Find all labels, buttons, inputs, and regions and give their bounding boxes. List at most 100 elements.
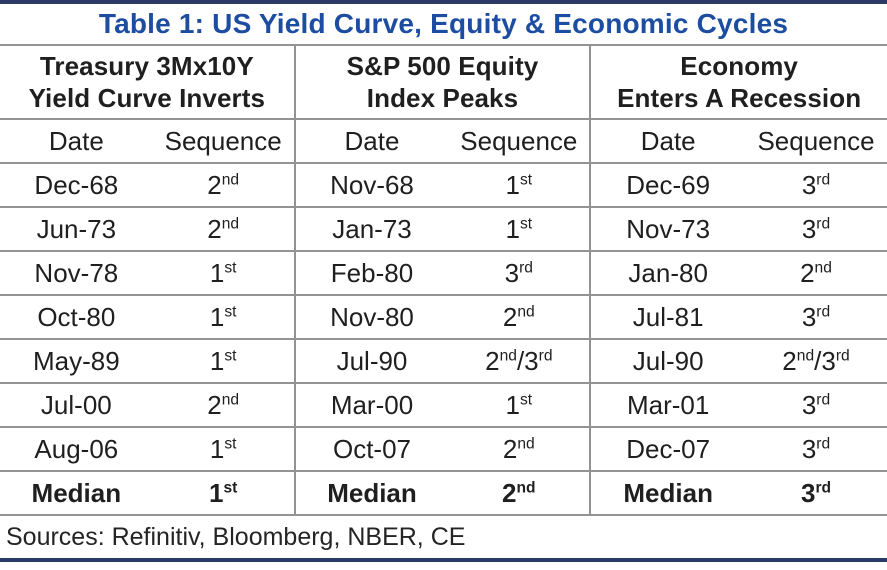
row-group-1: Oct-07 2nd	[296, 428, 592, 470]
row-group-0: Median 1st	[0, 472, 296, 514]
cell-sequence: 3rd	[800, 477, 832, 508]
cell-date: Nov-68	[330, 169, 414, 200]
cell-date: Nov-73	[626, 213, 711, 244]
row-group-1: Nov-68 1st	[296, 164, 592, 206]
data-row: May-89 1st Jul-90 2nd/3rd Jul-90 2nd/3rd	[0, 338, 887, 382]
cell-date: Feb-80	[330, 257, 414, 288]
cell-sequence: 3rd	[801, 301, 831, 332]
cell-date: Aug-06	[34, 433, 119, 464]
row-group-2: Jan-80 2nd	[591, 252, 887, 294]
table-grid: Treasury 3Mx10Y Yield Curve Inverts S&P …	[0, 44, 887, 514]
group-header-line: Economy	[680, 50, 798, 81]
cell-sequence: 2nd	[502, 433, 535, 464]
row-group-2: Dec-07 3rd	[591, 428, 887, 470]
cell-sequence: 1st	[209, 257, 237, 288]
row-group-1: Nov-80 2nd	[296, 296, 592, 338]
column-header-date: Date	[640, 125, 696, 156]
row-group-0: Aug-06 1st	[0, 428, 296, 470]
cell-date: Median	[31, 477, 122, 508]
group-header-economy: Economy Enters A Recession	[591, 46, 887, 118]
row-group-0: Jul-00 2nd	[0, 384, 296, 426]
cell-date: Dec-68	[34, 169, 119, 200]
cell-sequence: 2nd	[207, 213, 240, 244]
subheader-group-treasury: Date Sequence	[0, 120, 296, 162]
column-header-sequence: Sequence	[757, 125, 875, 156]
cell-date: Oct-07	[332, 433, 412, 464]
row-group-1: Feb-80 3rd	[296, 252, 592, 294]
group-header-treasury: Treasury 3Mx10Y Yield Curve Inverts	[0, 46, 296, 118]
cell-date: Oct-80	[37, 301, 116, 332]
row-group-0: Dec-68 2nd	[0, 164, 296, 206]
sources-note: Sources: Refinitiv, Bloomberg, NBER, CE	[0, 514, 887, 558]
row-group-2: Nov-73 3rd	[591, 208, 887, 250]
group-header-row: Treasury 3Mx10Y Yield Curve Inverts S&P …	[0, 44, 887, 118]
row-group-2: Median 3rd	[591, 472, 887, 514]
row-group-2: Mar-01 3rd	[591, 384, 887, 426]
cell-date: Dec-69	[626, 169, 711, 200]
row-group-2: Jul-90 2nd/3rd	[591, 340, 887, 382]
data-row: Dec-68 2nd Nov-68 1st Dec-69 3rd	[0, 162, 887, 206]
subheader-group-sp500: Date Sequence	[296, 120, 592, 162]
cell-date: Nov-78	[34, 257, 119, 288]
cell-sequence: 1st	[209, 345, 237, 376]
group-header-sp500: S&P 500 Equity Index Peaks	[296, 46, 592, 118]
row-group-0: May-89 1st	[0, 340, 296, 382]
row-group-2: Jul-81 3rd	[591, 296, 887, 338]
cell-date: Median	[327, 477, 417, 508]
row-group-1: Mar-00 1st	[296, 384, 592, 426]
cell-sequence: 2nd	[800, 257, 832, 288]
cell-sequence: 3rd	[801, 169, 831, 200]
group-header-line: Treasury 3Mx10Y	[39, 50, 254, 81]
cell-sequence: 1st	[209, 301, 237, 332]
cell-date: Jul-81	[632, 301, 704, 332]
group-header-line: Yield Curve Inverts	[28, 83, 266, 113]
row-group-0: Jun-73 2nd	[0, 208, 296, 250]
cell-date: Dec-07	[626, 433, 711, 464]
table-title: Table 1: US Yield Curve, Equity & Econom…	[98, 8, 789, 39]
group-header-line: Enters A Recession	[617, 83, 862, 113]
cell-sequence: 1st	[505, 169, 533, 200]
data-row: Oct-80 1st Nov-80 2nd Jul-81 3rd	[0, 294, 887, 338]
column-header-date: Date	[48, 125, 104, 156]
cell-sequence: 2nd/3rd	[782, 345, 850, 376]
cell-sequence: 1st	[208, 477, 238, 508]
data-row: Jul-00 2nd Mar-00 1st Mar-01 3rd	[0, 382, 887, 426]
row-group-1: Jul-90 2nd/3rd	[296, 340, 592, 382]
cell-sequence: 1st	[505, 213, 533, 244]
cell-date: Median	[623, 477, 713, 508]
cell-sequence: 2nd	[207, 169, 240, 200]
median-row: Median 1st Median 2nd Median 3rd	[0, 470, 887, 514]
cell-sequence: 1st	[505, 389, 533, 420]
row-group-0: Oct-80 1st	[0, 296, 296, 338]
cell-date: Mar-01	[627, 389, 710, 420]
column-header-sequence: Sequence	[460, 125, 578, 156]
cell-date: Jun-73	[36, 213, 117, 244]
column-header-sequence: Sequence	[164, 125, 282, 156]
cell-sequence: 3rd	[801, 389, 831, 420]
data-row: Aug-06 1st Oct-07 2nd Dec-07 3rd	[0, 426, 887, 470]
bottom-rule	[0, 558, 887, 562]
row-group-1: Jan-73 1st	[296, 208, 592, 250]
group-header-line: Index Peaks	[366, 83, 519, 113]
cell-date: May-89	[32, 345, 120, 376]
cell-date: Jul-00	[40, 389, 112, 420]
cell-sequence: 3rd	[801, 213, 831, 244]
subheader-row: Date Sequence Date Sequence Date Sequenc…	[0, 118, 887, 162]
cell-sequence: 2nd	[207, 389, 240, 420]
cell-date: Jan-73	[332, 213, 412, 244]
data-row: Jun-73 2nd Jan-73 1st Nov-73 3rd	[0, 206, 887, 250]
cell-sequence: 2nd/3rd	[485, 345, 553, 376]
cell-sequence: 3rd	[801, 433, 831, 464]
cell-date: Jul-90	[632, 345, 704, 376]
cell-sequence: 2nd	[502, 477, 536, 508]
cell-sequence: 1st	[209, 433, 237, 464]
group-header-line: S&P 500 Equity	[346, 50, 539, 81]
cell-date: Mar-00	[330, 389, 414, 420]
cell-sequence: 3rd	[504, 257, 533, 288]
data-row: Nov-78 1st Feb-80 3rd Jan-80 2nd	[0, 250, 887, 294]
cell-date: Nov-80	[330, 301, 414, 332]
cell-date: Jan-80	[628, 257, 708, 288]
row-group-2: Dec-69 3rd	[591, 164, 887, 206]
cell-sequence: 2nd	[502, 301, 535, 332]
top-rule	[0, 0, 887, 4]
